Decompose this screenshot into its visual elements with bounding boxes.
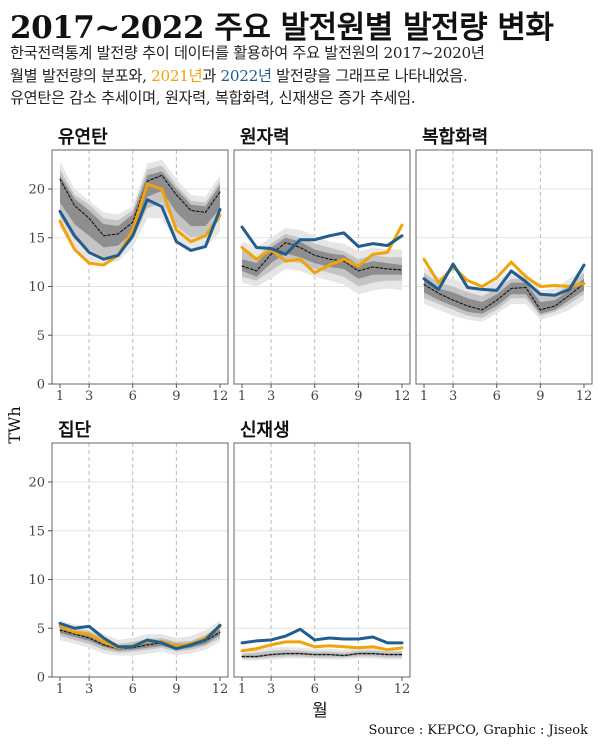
x-tick-label: 6 bbox=[493, 389, 501, 404]
x-tick-label: 6 bbox=[129, 682, 137, 697]
x-tick-label: 3 bbox=[449, 389, 457, 404]
y-tick-label: 0 bbox=[37, 671, 45, 686]
subtitle-year-2022: 2022년 bbox=[220, 66, 272, 85]
panel-4: 집단 1 3 6 9 12 0 5 10 15 20 bbox=[28, 420, 229, 697]
subtitle-line-2-mid: 과 bbox=[202, 66, 221, 85]
chart-title: 2017~2022 주요 발전원별 발전량 변화 bbox=[10, 10, 554, 46]
x-tick-label: 3 bbox=[267, 682, 275, 697]
panel-border bbox=[233, 149, 411, 385]
subtitle-line-1: 한국전력통계 발전량 추이 데이터를 활용하여 주요 발전원의 2017~202… bbox=[10, 44, 485, 62]
x-tick-label: 9 bbox=[354, 389, 362, 404]
x-tick-label: 1 bbox=[238, 389, 246, 404]
chart-subtitle: 한국전력통계 발전량 추이 데이터를 활용하여 주요 발전원의 2017~202… bbox=[10, 42, 595, 110]
y-tick-label: 20 bbox=[28, 476, 45, 491]
line-2022 bbox=[240, 225, 404, 256]
x-tick-label: 12 bbox=[394, 389, 411, 404]
band-inner bbox=[242, 237, 402, 279]
subtitle-line-2: 월별 발전량의 분포와, 2021년과 2022년 발전량을 그래프로 나타내었… bbox=[10, 65, 595, 88]
line-2022 bbox=[240, 627, 404, 645]
line-2022 bbox=[58, 198, 222, 261]
mean-line-2017-2020 bbox=[59, 174, 221, 237]
x-tick-label: 3 bbox=[267, 389, 275, 404]
x-tick-label: 1 bbox=[420, 389, 428, 404]
x-tick-label: 9 bbox=[536, 389, 544, 404]
panel-border bbox=[51, 149, 229, 385]
mean-line-2017-2020 bbox=[241, 242, 403, 272]
y-tick-label: 15 bbox=[28, 524, 45, 539]
panel-border bbox=[233, 442, 411, 678]
line-2022 bbox=[422, 262, 586, 297]
x-tick-label: 1 bbox=[56, 682, 64, 697]
panel-label: 신재생 bbox=[240, 420, 290, 441]
x-tick-label: 12 bbox=[576, 389, 593, 404]
y-tick-label: 5 bbox=[37, 329, 45, 344]
mean-line-2017-2020 bbox=[241, 653, 403, 658]
y-tick-label: 10 bbox=[28, 573, 45, 588]
x-tick-label: 9 bbox=[354, 682, 362, 697]
x-tick-label: 1 bbox=[56, 389, 64, 404]
x-tick-label: 6 bbox=[311, 682, 319, 697]
x-tick-label: 9 bbox=[172, 682, 180, 697]
panel-label: 집단 bbox=[58, 420, 92, 441]
x-tick-label: 3 bbox=[85, 389, 93, 404]
subtitle-year-2021: 2021년 bbox=[151, 66, 203, 85]
y-tick-label: 5 bbox=[37, 622, 45, 637]
y-tick-label: 0 bbox=[37, 378, 45, 393]
line-2021 bbox=[58, 182, 222, 267]
y-tick-label: 15 bbox=[28, 231, 45, 246]
subtitle-line-3: 유연탄은 감소 추세이며, 원자력, 복합화력, 신재생은 증가 추세임. bbox=[10, 89, 416, 107]
x-tick-label: 12 bbox=[394, 682, 411, 697]
y-tick-label: 10 bbox=[28, 280, 45, 295]
panel-border bbox=[415, 149, 593, 385]
x-tick-label: 12 bbox=[212, 389, 229, 404]
panel-5: 신재생 1 3 6 9 12 bbox=[233, 420, 411, 697]
subtitle-line-2-pre: 월별 발전량의 분포와, bbox=[10, 66, 152, 85]
line-2021 bbox=[240, 640, 404, 653]
panel-border bbox=[51, 442, 229, 678]
subtitle-line-2-post: 발전량을 그래프로 나타내었음. bbox=[271, 66, 468, 85]
x-tick-label: 9 bbox=[172, 389, 180, 404]
x-tick-label: 3 bbox=[85, 682, 93, 697]
x-tick-label: 1 bbox=[238, 682, 246, 697]
line-2021 bbox=[240, 223, 404, 275]
y-tick-label: 20 bbox=[28, 183, 45, 198]
panel-1: 유연탄 1 3 6 9 12 0 5 10 15 20 bbox=[28, 127, 229, 404]
line-2022 bbox=[58, 621, 222, 651]
source-caption: Source : KEPCO, Graphic : Jiseok bbox=[368, 723, 588, 738]
x-tick-label: 12 bbox=[212, 682, 229, 697]
mean-line-2017-2020 bbox=[423, 283, 585, 311]
panel-label: 복합화력 bbox=[422, 126, 488, 148]
panel-label: 원자력 bbox=[240, 127, 290, 148]
x-axis-title: 월 bbox=[312, 701, 328, 721]
x-tick-label: 6 bbox=[311, 389, 319, 404]
panel-3: 복합화력 1 3 6 9 12 bbox=[415, 126, 593, 404]
panel-2: 원자력 1 3 6 9 12 bbox=[233, 127, 411, 404]
x-tick-label: 6 bbox=[129, 389, 137, 404]
panel-background bbox=[416, 150, 592, 384]
panel-label: 유연탄 bbox=[58, 127, 108, 148]
y-axis-title: TWh bbox=[5, 406, 24, 443]
